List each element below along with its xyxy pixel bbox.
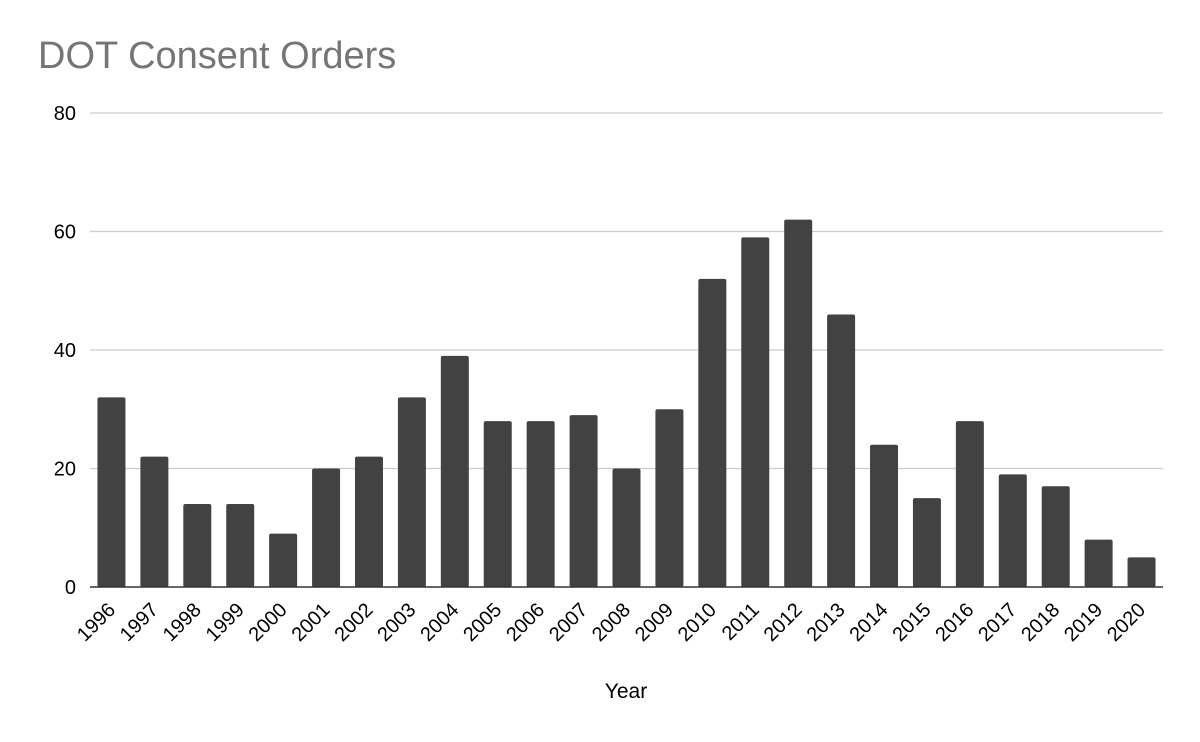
x-tick-label: 2012	[760, 599, 807, 646]
bar	[312, 468, 341, 587]
x-tick-label: 2013	[803, 599, 850, 646]
x-tick-label: 1997	[116, 599, 163, 646]
bar	[140, 456, 169, 587]
bar	[655, 409, 684, 587]
bar	[1127, 557, 1156, 587]
bars	[97, 219, 1156, 588]
x-tick-label: 2018	[1017, 599, 1064, 646]
bar	[226, 504, 255, 587]
chart-title: DOT Consent Orders	[38, 35, 397, 77]
x-tick-label: 2009	[631, 599, 678, 646]
bar	[1041, 486, 1070, 587]
x-tick-label: 2015	[888, 599, 935, 646]
x-tick-label: 2002	[330, 599, 377, 646]
y-tick-label: 0	[65, 577, 76, 599]
bar	[741, 237, 770, 588]
x-axis: 1996199719981999200020012002200320042005…	[73, 586, 1163, 646]
x-tick-label: 2008	[588, 599, 635, 646]
x-tick-label: 2020	[1103, 599, 1150, 646]
bar	[269, 533, 298, 587]
y-tick-label: 20	[54, 459, 76, 481]
x-tick-label: 2005	[459, 599, 506, 646]
x-tick-label: 2004	[416, 599, 463, 646]
x-tick-label: 2017	[974, 599, 1021, 646]
x-tick-label: 1999	[202, 599, 249, 646]
x-tick-label: 2006	[502, 599, 549, 646]
x-tick-label: 1996	[73, 599, 120, 646]
x-tick-label: 2000	[245, 599, 292, 646]
bar	[955, 421, 984, 587]
x-tick-label: 2011	[718, 599, 764, 645]
y-axis: 0 20 40 60 80	[54, 103, 76, 599]
bar	[354, 456, 383, 587]
bar	[827, 314, 856, 587]
x-tick-label: 2016	[931, 599, 978, 646]
bar	[870, 444, 899, 587]
x-tick-label: 1998	[159, 599, 206, 646]
bar	[612, 468, 641, 587]
y-tick-label: 60	[54, 222, 76, 244]
bar	[97, 397, 126, 587]
gridlines	[90, 112, 1163, 470]
bar	[483, 421, 512, 587]
x-tick-label: 2007	[545, 599, 592, 646]
bar	[569, 415, 598, 587]
bar	[912, 498, 941, 587]
y-tick-label: 80	[54, 103, 76, 125]
x-tick-label: 2014	[846, 599, 893, 646]
x-tick-label: 2019	[1060, 599, 1107, 646]
bar	[698, 278, 727, 587]
x-axis-title: Year	[605, 680, 647, 703]
bar	[526, 421, 555, 587]
bar	[397, 397, 426, 587]
x-tick-label: 2001	[288, 599, 335, 646]
bar	[440, 355, 469, 587]
bar	[784, 219, 813, 587]
y-tick-label: 40	[54, 340, 76, 362]
bar	[998, 474, 1027, 587]
bar	[1084, 539, 1113, 587]
bar	[183, 504, 212, 587]
x-tick-label: 2003	[373, 599, 420, 646]
x-tick-label: 2010	[674, 599, 721, 646]
